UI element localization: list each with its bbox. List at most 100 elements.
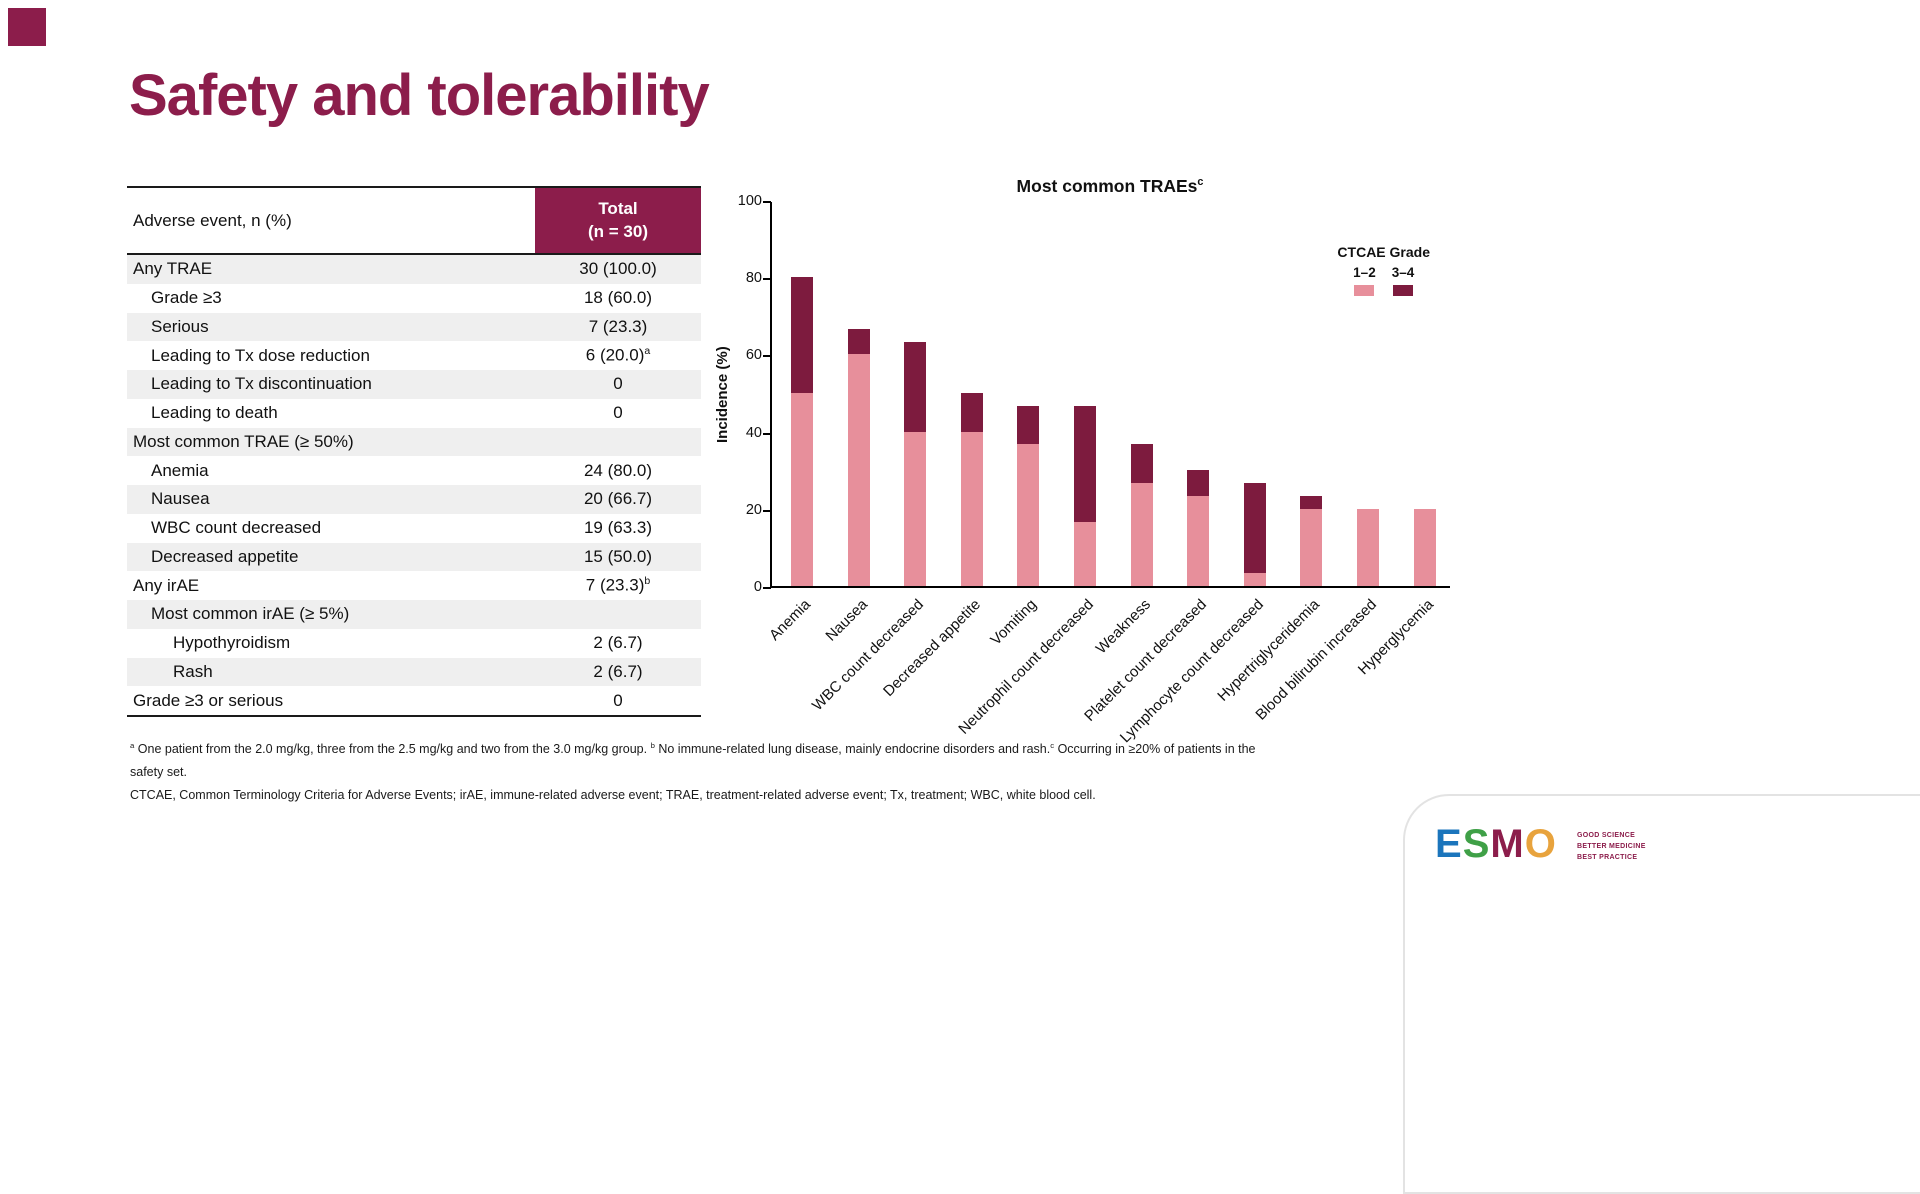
chart-legend: CTCAE Grade 1–2 3–4: [1337, 244, 1430, 296]
chart-title: Most common TRAEsc: [1016, 176, 1204, 196]
bar-segment-grade-1-2: [1300, 508, 1323, 586]
row-label: Any TRAE: [133, 259, 213, 279]
traes-chart: Most common TRAEsc Incidence (%) CTCAE G…: [714, 170, 1460, 770]
bar-segment-grade-3-4: [1017, 405, 1040, 445]
legend-entry: 1–2: [1353, 265, 1376, 296]
legend-swatch: [1392, 285, 1413, 296]
esmo-logo-card: ESMO GOOD SCIENCE BETTER MEDICINE BEST PRA…: [1403, 794, 1920, 1194]
row-label: Most common TRAE (≥ 50%): [133, 431, 354, 451]
legend-entry-label: 3–4: [1391, 265, 1415, 280]
bar-segment-grade-1-2: [1074, 521, 1096, 586]
esmo-letter: M: [1490, 822, 1525, 866]
table-header-total-line1: Total: [598, 198, 638, 218]
bar-segment-grade-1-2: [1243, 573, 1266, 586]
row-value: 30 (100.0): [579, 259, 657, 279]
y-tick-mark: [763, 587, 771, 589]
bar-segment-grade-1-2: [960, 431, 983, 586]
y-tick-label: 40: [745, 424, 762, 441]
y-tick-mark: [763, 355, 771, 358]
plot-area: 0 20 40 60 80 100 Anemia Nausea WBC count decrea…: [738, 193, 1450, 746]
row-value: 15 (50.0): [583, 546, 653, 566]
stacked-bar: [791, 277, 813, 586]
y-tick-label: 100: [737, 193, 762, 209]
bar-segment-grade-1-2: [1413, 508, 1436, 586]
row-value: 18 (60.0): [583, 288, 653, 308]
row-label: Hypothyroidism: [173, 633, 291, 653]
stacked-bar: [1074, 405, 1096, 586]
row-value: 7 (23.3)b: [585, 575, 651, 595]
stacked-bar: [1187, 470, 1210, 586]
bar-segment-grade-3-4: [960, 393, 983, 432]
row-label: Leading to death: [151, 403, 278, 423]
row-value: 2 (6.7): [593, 633, 643, 653]
table-row: Grade ≥3 18 (60.0): [127, 284, 701, 313]
page-title: Safety and tolerability: [129, 63, 710, 128]
y-tick-mark: [763, 278, 771, 281]
row-value: 0: [613, 690, 623, 710]
row-label: Leading to Tx dose reduction: [151, 345, 370, 365]
stacked-bar: [1243, 483, 1266, 586]
y-tick-label: 0: [753, 579, 762, 595]
esmo-letter: E: [1435, 822, 1463, 866]
bar-segment-grade-1-2: [1130, 482, 1153, 586]
row-value: 6 (20.0)a: [585, 345, 651, 365]
footnote-line-2: CTCAE, Common Terminology Criteria for A…: [130, 788, 1096, 803]
row-value: 7 (23.3): [588, 316, 648, 336]
legend-entry: 3–4: [1391, 265, 1415, 296]
bar-segment-grade-3-4: [1187, 470, 1210, 497]
y-tick-mark: [763, 509, 771, 512]
esmo-logo: ESMO: [1435, 824, 1557, 864]
bar-segment-grade-1-2: [847, 354, 870, 586]
table-row: Any irAE 7 (23.3)b: [127, 571, 701, 600]
legend-entry-label: 1–2: [1353, 265, 1376, 280]
table-row: WBC count decreased 19 (63.3): [127, 514, 701, 543]
stacked-bar: [1413, 508, 1436, 586]
adverse-events-table: Adverse event, n (%) Total (n = 30) Any …: [127, 186, 701, 717]
row-value: 0: [613, 403, 623, 423]
footnotes: a One patient from the 2.0 mg/kg, three …: [130, 738, 1280, 807]
y-tick-mark: [763, 201, 771, 203]
table-row: Serious 7 (23.3): [127, 312, 701, 342]
stacked-bar: [904, 341, 927, 586]
stacked-bar: [1357, 508, 1379, 586]
y-tick-mark: [763, 432, 771, 435]
esmo-letter: O: [1524, 822, 1557, 866]
esmo-tagline-line: BETTER MEDICINE: [1577, 843, 1646, 851]
table-row: Rash 2 (6.7): [127, 657, 701, 687]
legend-title: CTCAE Grade: [1337, 244, 1430, 260]
row-label: Rash: [173, 661, 213, 681]
row-value: 19 (63.3): [583, 518, 653, 538]
bar-segment-grade-3-4: [1130, 444, 1153, 483]
esmo-letter: S: [1462, 822, 1491, 866]
table-row: Leading to death 0: [127, 399, 701, 428]
row-label: Anemia: [151, 460, 209, 480]
esmo-tagline-line: BEST PRACTICE: [1577, 854, 1638, 862]
table-row: Grade ≥3 or serious 0: [127, 686, 701, 715]
row-value: 0: [613, 374, 623, 394]
row-label: Decreased appetite: [151, 546, 299, 566]
footnote-line-1: a One patient from the 2.0 mg/kg, three …: [130, 740, 1256, 780]
bar-segment-grade-1-2: [1357, 508, 1379, 586]
row-label: Grade ≥3 or serious: [133, 690, 284, 710]
y-tick-label: 80: [745, 270, 762, 287]
stacked-bar: [1130, 444, 1153, 586]
table-header-total-line2: (n = 30): [588, 221, 648, 241]
bar-segment-grade-3-4: [1243, 483, 1266, 574]
table-row: Any TRAE 30 (100.0): [127, 255, 701, 284]
table-row: Most common TRAE (≥ 50%): [127, 427, 701, 457]
stacked-bar: [960, 393, 983, 586]
table-row: Decreased appetite 15 (50.0): [127, 542, 701, 572]
table-row: Hypothyroidism 2 (6.7): [127, 629, 701, 658]
row-label: Leading to Tx discontinuation: [151, 374, 372, 394]
bar-segment-grade-1-2: [1187, 496, 1210, 586]
row-label: Any irAE: [133, 575, 200, 595]
table-row: Nausea 20 (66.7): [127, 485, 701, 514]
table-body: Any TRAE 30 (100.0) Grade ≥3 18 (60.0) Serio…: [127, 255, 701, 717]
y-tick-label: 20: [745, 501, 762, 518]
row-value: 20 (66.7): [583, 489, 653, 509]
row-label: Serious: [151, 316, 209, 336]
bar-segment-grade-3-4: [904, 341, 927, 432]
table-row: Most common irAE (≥ 5%): [127, 600, 701, 629]
bar-segment-grade-1-2: [791, 393, 813, 586]
bar-segment-grade-1-2: [904, 431, 927, 586]
